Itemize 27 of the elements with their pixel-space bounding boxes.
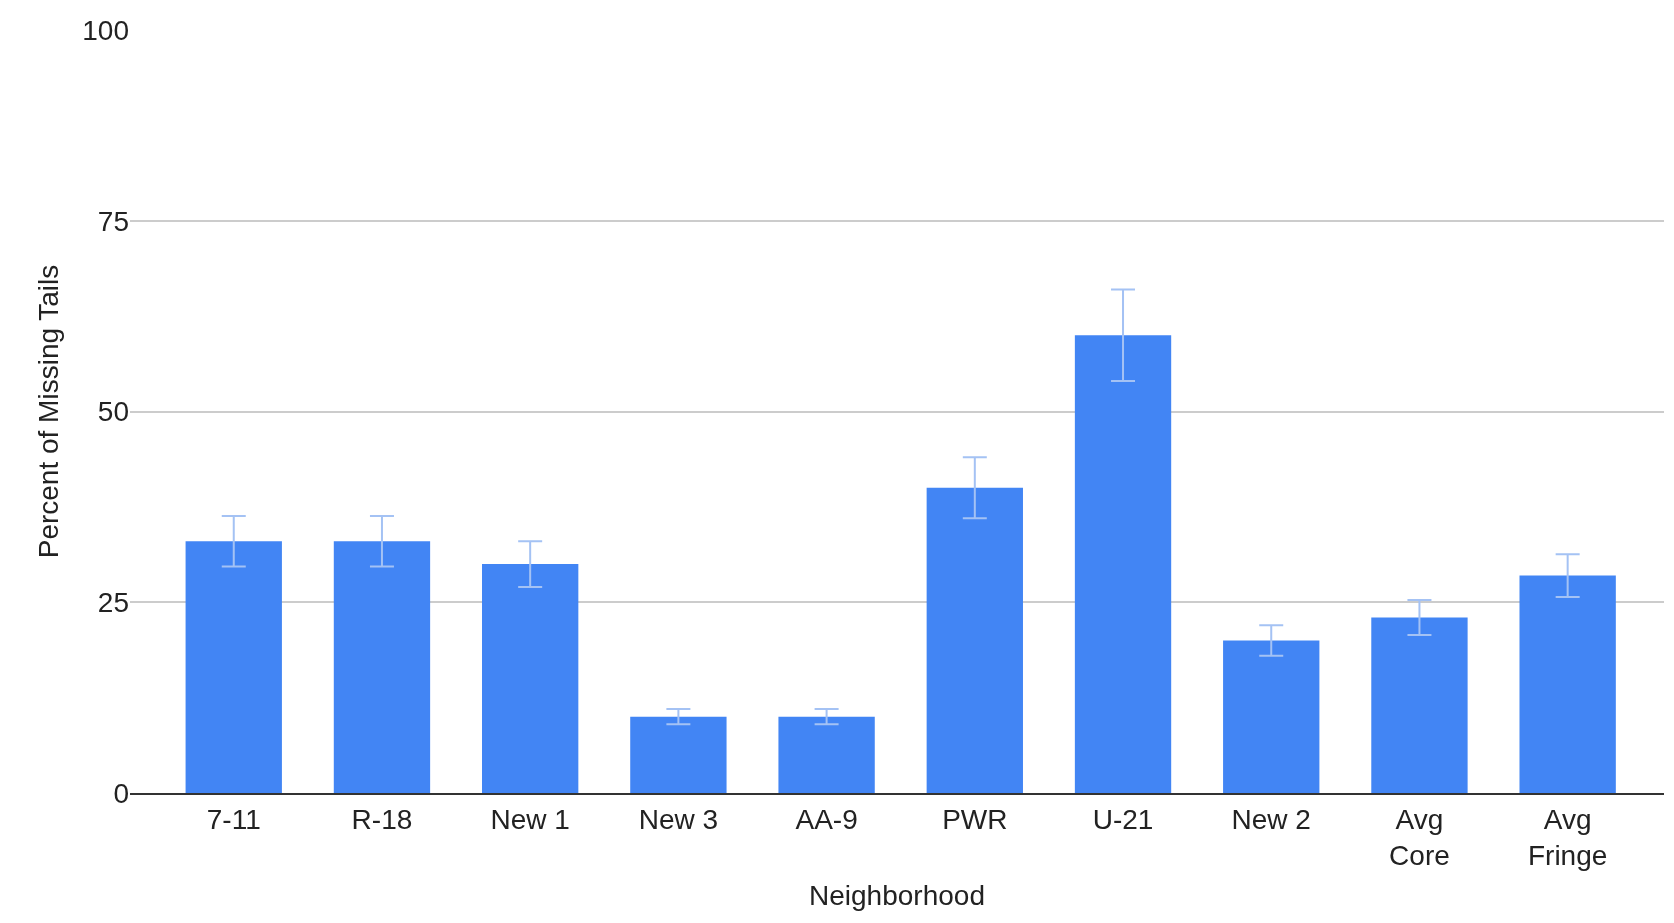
bar	[482, 564, 579, 793]
x-tick-label: PWR	[942, 803, 1008, 835]
x-tick-label: 7-11	[206, 803, 261, 835]
x-tick-label: R-18	[351, 803, 413, 835]
y-tick-label: 100	[82, 14, 129, 46]
bar	[630, 716, 727, 793]
bar	[1519, 575, 1616, 793]
x-tick-label: AA-9	[795, 803, 858, 835]
y-tick-label: 25	[97, 587, 129, 619]
bar	[778, 716, 875, 793]
y-tick-label: 0	[113, 777, 129, 809]
bar	[926, 487, 1023, 793]
x-axis-title: Neighborhood	[809, 879, 985, 911]
x-tick-label: Avg Core	[1389, 803, 1450, 871]
x-tick-label: New 3	[638, 803, 719, 835]
y-tick-label: 75	[97, 205, 129, 237]
y-axis-title: Percent of Missing Tails	[32, 264, 64, 559]
bar	[1223, 640, 1320, 793]
x-tick-label: U-21	[1092, 803, 1154, 835]
bar	[185, 541, 282, 793]
x-tick-label: New 2	[1231, 803, 1311, 835]
bar	[1074, 335, 1172, 793]
bar	[333, 541, 431, 793]
x-tick-label: New 1	[490, 803, 570, 835]
bar	[1371, 617, 1468, 793]
x-tick-label: Avg Fringe	[1527, 803, 1608, 871]
y-tick-label: 50	[97, 396, 129, 428]
